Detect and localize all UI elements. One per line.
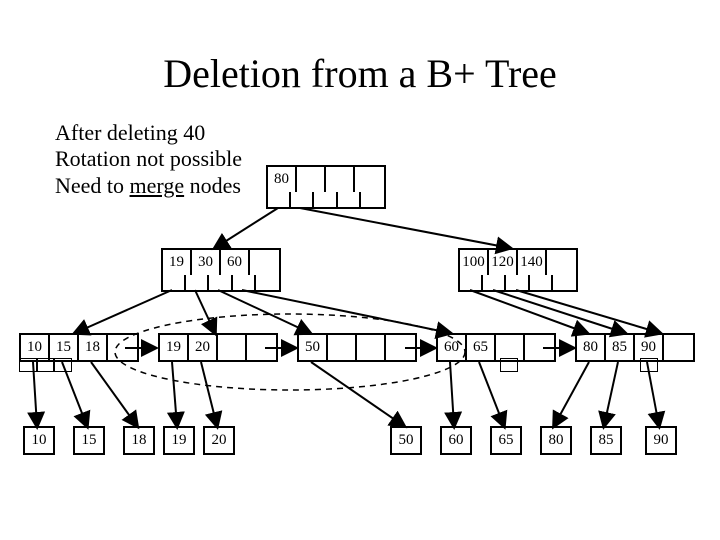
data-box: 10 <box>23 426 55 455</box>
cell: 140 <box>518 250 547 275</box>
cell <box>250 250 279 275</box>
cell: 80 <box>577 335 606 360</box>
subtitle-line3c: nodes <box>184 173 241 198</box>
ptr-cell <box>314 192 337 207</box>
cell <box>496 335 525 360</box>
cell <box>247 335 276 360</box>
cell: 60 <box>438 335 467 360</box>
cell: 120 <box>489 250 518 275</box>
internal-left-ptr <box>161 275 281 292</box>
cell: 90 <box>635 335 664 360</box>
cell <box>386 335 415 360</box>
data-box: 85 <box>590 426 622 455</box>
cell: 18 <box>79 335 108 360</box>
leaf2: 19 20 <box>158 333 278 362</box>
ptr-cell <box>268 192 291 207</box>
data-box: 90 <box>645 426 677 455</box>
root-cell <box>326 167 355 192</box>
root-cell: 80 <box>268 167 297 192</box>
data-box: 15 <box>73 426 105 455</box>
cell <box>525 335 554 360</box>
data-box: 18 <box>123 426 155 455</box>
cell: 19 <box>160 335 189 360</box>
cell: 10 <box>21 335 50 360</box>
data-box: 50 <box>390 426 422 455</box>
leaf4-ptr <box>500 358 518 372</box>
cell <box>547 250 576 275</box>
subtitle-block: After deleting 40 Rotation not possible … <box>55 120 242 199</box>
cell <box>108 335 137 360</box>
ptr-cell <box>338 192 361 207</box>
data-box: 80 <box>540 426 572 455</box>
ptr-cell <box>361 192 384 207</box>
cell <box>328 335 357 360</box>
leaf4: 60 65 <box>436 333 556 362</box>
cell: 19 <box>163 250 192 275</box>
cell <box>357 335 386 360</box>
root-cell <box>355 167 384 192</box>
leaf1-ptr <box>19 358 72 372</box>
cell: 100 <box>460 250 489 275</box>
page-title: Deletion from a B+ Tree <box>0 50 720 97</box>
subtitle-line3a: Need to <box>55 173 130 198</box>
cell: 50 <box>299 335 328 360</box>
data-box: 20 <box>203 426 235 455</box>
leaf3: 50 <box>297 333 417 362</box>
subtitle-line1: After deleting 40 <box>55 120 242 146</box>
subtitle-line3: Need to merge nodes <box>55 173 242 199</box>
cell <box>664 335 693 360</box>
cell: 65 <box>467 335 496 360</box>
ptr-cell <box>291 192 314 207</box>
root-node: 80 <box>266 165 386 194</box>
subtitle-line2: Rotation not possible <box>55 146 242 172</box>
merge-word: merge <box>130 173 185 198</box>
root-cell <box>297 167 326 192</box>
cell: 15 <box>50 335 79 360</box>
data-box: 60 <box>440 426 472 455</box>
leaf5: 80 85 90 <box>575 333 695 362</box>
internal-right: 100 120 140 <box>458 248 578 277</box>
cell: 60 <box>221 250 250 275</box>
cell: 30 <box>192 250 221 275</box>
cell: 20 <box>189 335 218 360</box>
internal-left: 19 30 60 <box>161 248 281 277</box>
leaf5-ptr <box>640 358 658 372</box>
root-ptr-row <box>266 192 386 209</box>
data-box: 19 <box>163 426 195 455</box>
internal-right-ptr <box>458 275 578 292</box>
cell <box>218 335 247 360</box>
cell: 85 <box>606 335 635 360</box>
data-box: 65 <box>490 426 522 455</box>
